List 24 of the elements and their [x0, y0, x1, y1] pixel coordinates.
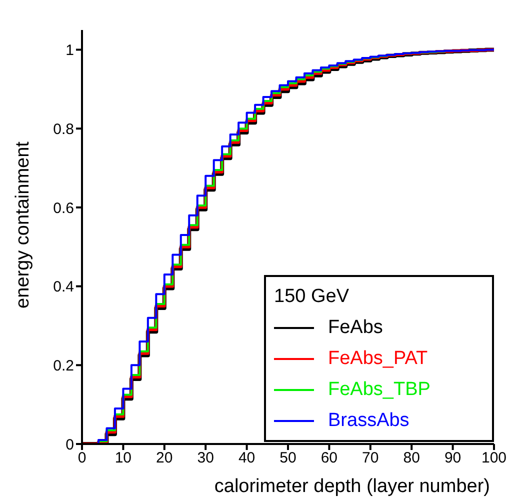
y-tick-label: 0 — [66, 436, 74, 454]
x-tick-label: 0 — [78, 450, 86, 467]
x-tick-label: 100 — [481, 450, 507, 467]
x-tick-label: 70 — [362, 450, 379, 467]
x-tick-label: 40 — [238, 450, 256, 467]
x-tick-label: 80 — [403, 450, 420, 467]
x-tick-label: 90 — [444, 450, 462, 467]
x-tick-label: 50 — [280, 450, 296, 467]
y-tick-label: 0.4 — [53, 278, 74, 296]
y-axis-title: energy containment — [12, 140, 34, 308]
x-axis-title: calorimeter depth (layer number) — [214, 476, 490, 497]
x-tick-label: 10 — [114, 450, 132, 467]
legend-label: BrassAbs — [328, 409, 410, 433]
legend-label: FeAbs_TBP — [328, 378, 430, 402]
legend-label: FeAbs_PAT — [328, 347, 428, 371]
x-tick-label: 60 — [320, 450, 338, 467]
x-tick-label: 20 — [156, 450, 173, 467]
y-tick-label: 1 — [66, 42, 74, 60]
y-tick-label: 0.6 — [53, 200, 74, 217]
legend-label: FeAbs — [328, 316, 383, 340]
legend-title: 150 GeV — [274, 285, 350, 309]
y-tick-label: 0.2 — [53, 357, 74, 374]
x-tick-label: 30 — [197, 450, 214, 467]
y-tick-label: 0.8 — [53, 120, 74, 138]
